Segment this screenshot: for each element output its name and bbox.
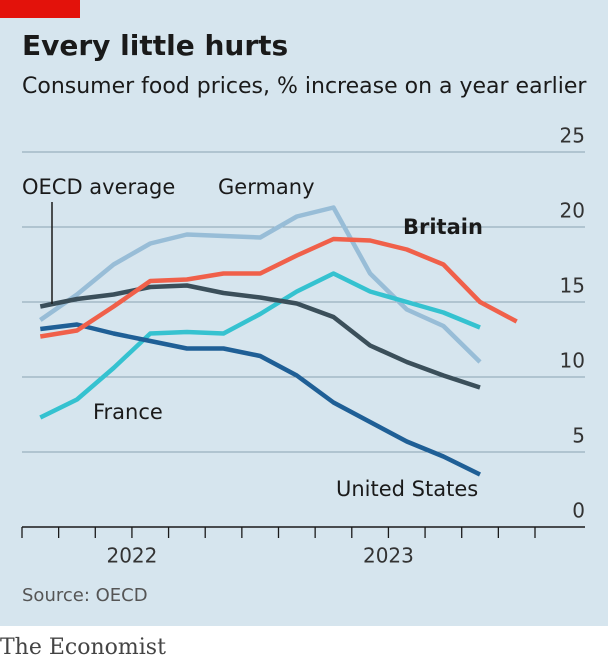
series-label: Germany (218, 175, 315, 199)
y-tick-label: 25 (560, 124, 585, 148)
publisher: The Economist (0, 635, 166, 660)
series-label: OECD average (22, 175, 175, 199)
y-tick-label: 15 (560, 274, 585, 298)
chart-title: Every little hurts (22, 29, 288, 62)
y-tick-label: 10 (560, 349, 585, 373)
series-line (39, 283, 481, 390)
series-label: United States (336, 477, 478, 501)
y-tick-label: 5 (572, 424, 585, 448)
red-tag (0, 0, 80, 18)
series-label: France (93, 400, 163, 424)
series-line (40, 322, 481, 477)
y-tick-label: 0 (572, 499, 585, 523)
series-line (39, 236, 518, 339)
chart-subtitle: Consumer food prices, % increase on a ye… (22, 74, 587, 99)
series-line (39, 205, 482, 364)
x-year-label: 2023 (363, 544, 414, 568)
plot: 0 5 10 15 20 25 2022 2023 Germany France United St… (21, 124, 585, 568)
source: Source: OECD (22, 585, 148, 606)
series-line (39, 271, 481, 420)
series-label: Britain (403, 215, 483, 239)
x-year-label: 2022 (106, 544, 157, 568)
y-tick-label: 20 (560, 199, 585, 223)
